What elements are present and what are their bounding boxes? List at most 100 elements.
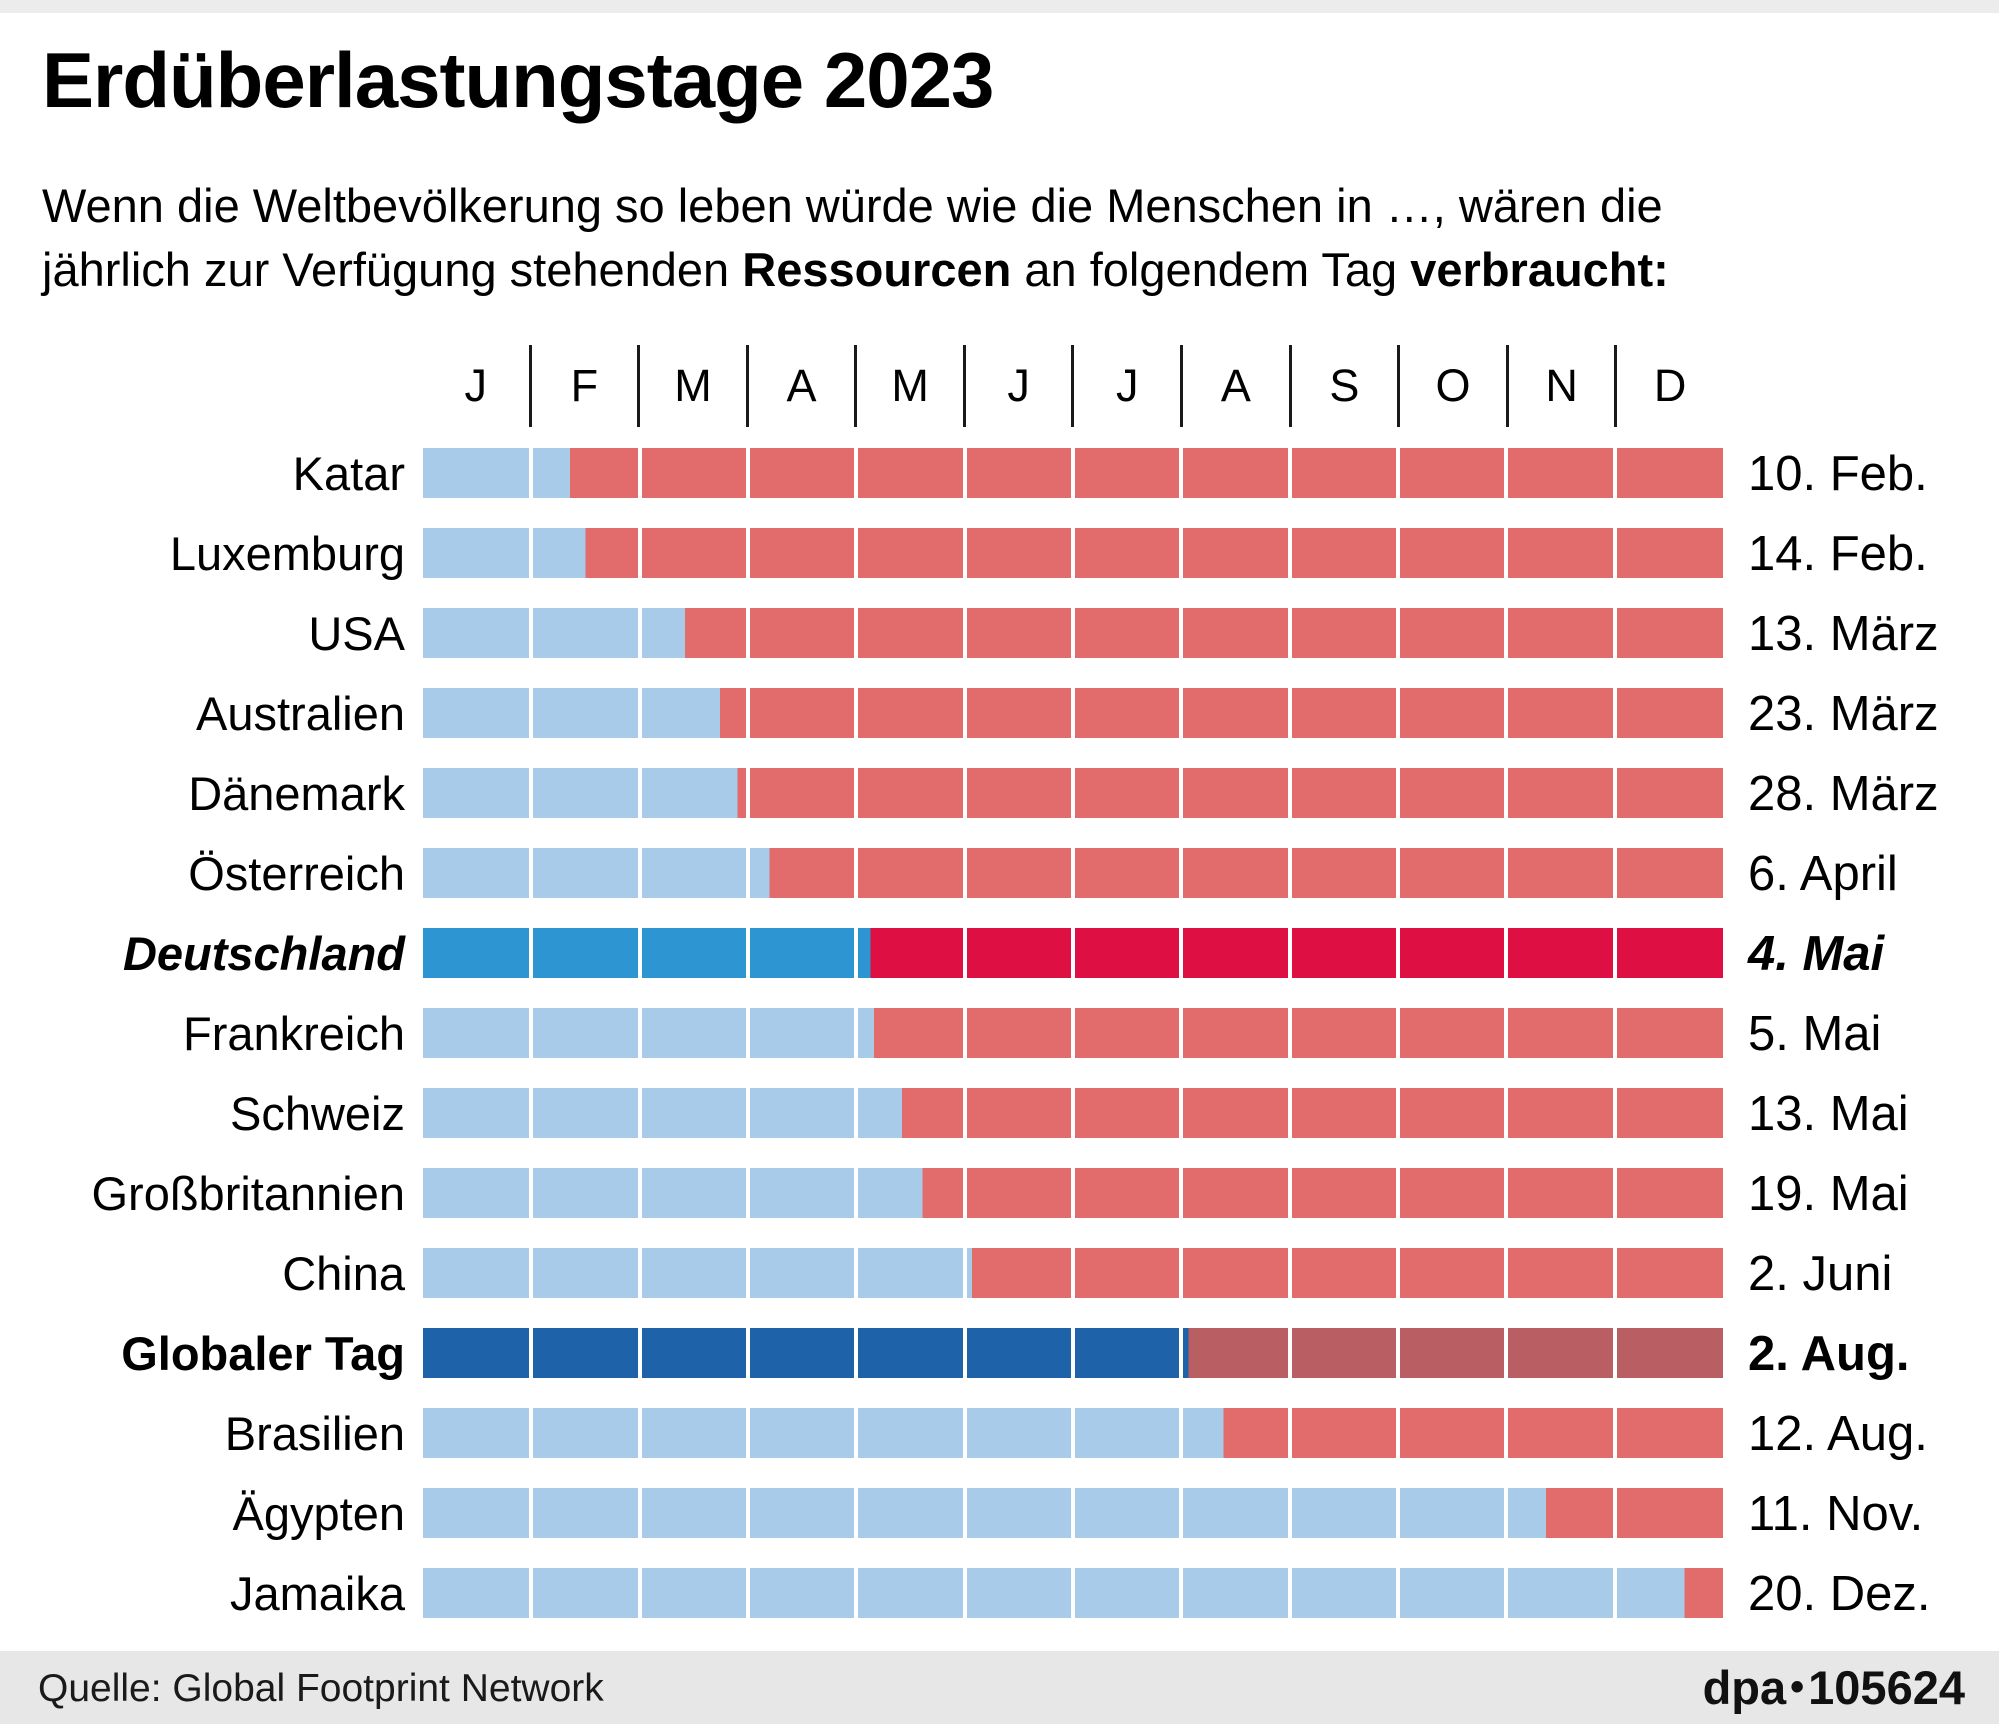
month-divider: [529, 688, 534, 738]
overshoot-date: 23. März: [1748, 687, 1939, 741]
month-divider: [746, 928, 750, 978]
footer-bar: Quelle: Global Footprint Network dpa •105…: [0, 1651, 1999, 1724]
overshoot-bar: [423, 1168, 1723, 1218]
month-divider: [854, 448, 859, 498]
month-divider: [1287, 1168, 1292, 1218]
month-divider: [962, 1248, 967, 1298]
month-divider: [1179, 1488, 1184, 1538]
month-divider: [1504, 1088, 1509, 1138]
table-row: Luxemburg 14. Feb.: [0, 527, 1999, 581]
month-label: J: [464, 360, 488, 411]
month-divider: [1396, 1168, 1400, 1218]
month-divider: [529, 1248, 534, 1298]
month-divider: [1612, 608, 1617, 658]
month-label: N: [1545, 360, 1578, 411]
row-label: Brasilien: [224, 1407, 405, 1460]
month-divider: [1504, 528, 1509, 578]
overshoot-date: 13. Mai: [1748, 1087, 1909, 1141]
month-divider: [854, 848, 859, 898]
month-divider: [1396, 1008, 1400, 1058]
month-divider: [1504, 1568, 1509, 1618]
month-divider: [962, 1088, 967, 1138]
month-divider: [962, 1488, 967, 1538]
table-row: Katar 10. Feb.: [0, 447, 1999, 501]
overshoot-bar: [423, 1088, 1723, 1138]
month-divider: [746, 1008, 750, 1058]
month-divider: [529, 608, 534, 658]
row-label: Schweiz: [229, 1087, 405, 1140]
overshoot-bar: [423, 1488, 1723, 1538]
month-divider: [1071, 1568, 1075, 1618]
month-divider: [854, 768, 859, 818]
month-divider: [1396, 608, 1400, 658]
row-label: Luxemburg: [169, 527, 405, 580]
overshoot-date: 10. Feb.: [1748, 447, 1928, 501]
month-divider: [529, 1088, 534, 1138]
row-label: Österreich: [188, 847, 405, 900]
month-cell: A: [1183, 345, 1292, 427]
month-divider: [1179, 528, 1184, 578]
month-divider: [746, 688, 750, 738]
month-divider: [962, 608, 967, 658]
month-divider: [637, 608, 642, 658]
table-row: Deutschland 4. Mai: [0, 927, 1999, 981]
month-divider: [637, 1008, 642, 1058]
dpa-brand: dpa: [1702, 1661, 1787, 1714]
row-label: Ägypten: [232, 1487, 405, 1540]
month-divider: [1612, 1008, 1617, 1058]
month-divider: [529, 1008, 534, 1058]
month-cell: M: [640, 345, 749, 427]
month-divider: [1504, 1488, 1509, 1538]
month-divider: [854, 1328, 859, 1378]
overshoot-date: 28. März: [1748, 767, 1939, 821]
month-divider: [637, 1088, 642, 1138]
month-divider: [1612, 1408, 1617, 1458]
month-label: A: [1220, 360, 1251, 411]
month-divider: [1179, 1568, 1184, 1618]
month-divider: [1179, 448, 1184, 498]
month-label: F: [570, 360, 599, 411]
month-divider: [1287, 768, 1292, 818]
overshoot-date: 13. März: [1748, 607, 1939, 661]
month-cell: J: [423, 345, 532, 427]
month-divider: [1179, 608, 1184, 658]
month-divider: [1612, 528, 1617, 578]
month-divider: [1504, 1248, 1509, 1298]
overshoot-bar: [423, 848, 1723, 898]
row-label: Jamaika: [229, 1567, 405, 1620]
overshoot-bar: [423, 688, 1723, 738]
overshoot-date: 14. Feb.: [1748, 527, 1928, 581]
month-divider: [1071, 928, 1075, 978]
month-label: D: [1653, 360, 1687, 411]
month-divider: [637, 448, 642, 498]
month-divider: [1504, 1168, 1509, 1218]
month-divider: [1612, 1488, 1617, 1538]
month-divider: [1179, 848, 1184, 898]
month-divider: [1179, 1408, 1184, 1458]
month-divider: [1612, 688, 1617, 738]
month-divider: [746, 848, 750, 898]
month-divider: [1612, 1168, 1617, 1218]
month-divider: [1396, 1248, 1400, 1298]
subtitle-bold-ressourcen: Ressourcen: [742, 243, 1012, 296]
month-divider: [1396, 448, 1400, 498]
month-divider: [637, 768, 642, 818]
month-cell: S: [1292, 345, 1401, 427]
month-divider: [1071, 1008, 1075, 1058]
month-divider: [1071, 768, 1075, 818]
month-divider: [1504, 608, 1509, 658]
table-row: Großbritannien 19. Mai: [0, 1168, 1999, 1221]
month-divider: [1287, 688, 1292, 738]
row-label: Deutschland: [122, 927, 405, 980]
month-cell: D: [1617, 345, 1723, 427]
month-label: M: [891, 360, 929, 411]
month-divider: [1396, 528, 1400, 578]
month-divider: [746, 1328, 750, 1378]
row-label: Globaler Tag: [121, 1327, 405, 1380]
month-divider: [1396, 928, 1400, 978]
month-divider: [962, 1328, 967, 1378]
month-divider: [529, 768, 534, 818]
month-divider: [746, 448, 750, 498]
overshoot-bar: [423, 1568, 1723, 1618]
